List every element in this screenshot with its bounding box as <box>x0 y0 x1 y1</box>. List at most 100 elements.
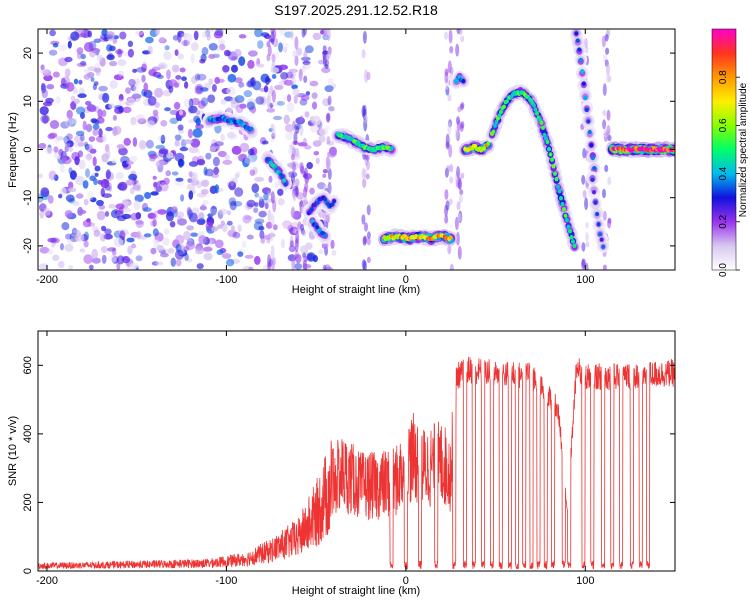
noise-speck <box>61 222 69 230</box>
noise-speck <box>52 254 59 261</box>
noise-speck <box>221 134 226 141</box>
noise-speck <box>84 241 89 248</box>
noise-speck <box>164 107 171 111</box>
noise-streak <box>300 166 304 173</box>
noise-speck <box>89 108 97 112</box>
noise-speck <box>114 105 122 109</box>
snr-y-tick-label: 200 <box>22 493 34 511</box>
noise-streak <box>585 232 589 242</box>
noise-speck <box>108 103 115 108</box>
noise-speck <box>202 200 209 206</box>
noise-speck <box>277 189 283 196</box>
noise-speck <box>67 239 75 244</box>
noise-speck <box>309 188 315 195</box>
noise-speck <box>205 153 211 160</box>
noise-speck <box>158 150 168 158</box>
noise-speck <box>135 31 143 36</box>
spectrogram-x-axis-title: Height of straight line (km) <box>292 284 420 296</box>
noise-speck <box>89 136 96 142</box>
noise-streak <box>295 238 299 252</box>
noise-streak <box>458 213 462 222</box>
noise-speck <box>181 40 190 46</box>
noise-speck <box>219 208 227 214</box>
noise-speck <box>217 250 224 256</box>
noise-speck <box>139 140 146 150</box>
noise-streak <box>602 119 606 129</box>
noise-speck <box>328 78 333 85</box>
noise-speck <box>152 239 160 243</box>
noise-streak <box>362 49 366 58</box>
noise-speck <box>301 95 310 101</box>
snr-y-tick-label: 400 <box>22 425 34 443</box>
noise-speck <box>228 74 237 83</box>
noise-speck <box>247 235 254 240</box>
noise-speck <box>117 144 125 149</box>
noise-streak <box>272 257 276 265</box>
noise-speck <box>97 211 106 220</box>
noise-speck <box>109 61 117 66</box>
noise-speck <box>201 189 209 195</box>
snr-x-axis-title: Height of straight line (km) <box>292 585 420 597</box>
noise-speck <box>280 72 288 80</box>
noise-streak <box>270 231 274 242</box>
noise-speck <box>83 220 92 227</box>
noise-speck <box>135 114 145 122</box>
noise-speck <box>170 221 176 227</box>
track-point <box>600 238 604 242</box>
noise-speck <box>53 72 60 78</box>
noise-speck <box>313 140 322 147</box>
noise-speck <box>80 61 86 66</box>
noise-speck <box>153 228 159 236</box>
noise-speck <box>253 207 258 213</box>
track-point <box>553 172 557 176</box>
noise-speck <box>94 230 101 237</box>
noise-speck <box>85 168 90 177</box>
noise-speck <box>242 241 247 249</box>
noise-streak <box>602 110 606 117</box>
track-point <box>561 202 565 206</box>
noise-speck <box>103 134 107 142</box>
noise-speck <box>152 219 156 227</box>
noise-speck <box>211 226 218 231</box>
noise-streak <box>267 262 271 271</box>
noise-speck <box>230 178 234 187</box>
noise-speck <box>207 94 215 103</box>
noise-speck <box>198 218 205 224</box>
snr-panel: -200 -100 0 1000200400600 Height of straigh… <box>7 331 675 597</box>
noise-speck <box>212 84 217 92</box>
spectrogram-y-axis-title: Frequency (Hz) <box>7 112 19 188</box>
noise-speck <box>230 201 237 211</box>
noise-speck <box>257 40 263 49</box>
track-point <box>601 245 605 249</box>
noise-speck <box>281 239 285 249</box>
noise-speck <box>100 233 106 241</box>
noise-speck <box>264 34 271 39</box>
noise-speck <box>153 110 159 116</box>
noise-speck <box>102 193 112 198</box>
noise-speck <box>172 65 180 73</box>
noise-speck <box>126 180 134 186</box>
noise-speck <box>202 47 209 55</box>
noise-speck <box>128 49 134 58</box>
noise-speck <box>284 115 290 125</box>
noise-speck <box>117 215 127 221</box>
noise-streak <box>606 125 610 136</box>
spectrogram-x-tick-label: -200 <box>36 274 58 286</box>
noise-speck <box>119 32 126 40</box>
noise-speck <box>313 33 322 40</box>
noise-speck <box>80 134 85 141</box>
noise-speck <box>210 146 216 152</box>
spectrogram-y-tick-label: 20 <box>22 47 34 59</box>
noise-streak <box>581 260 585 270</box>
noise-streak <box>294 95 298 104</box>
noise-speck <box>98 180 103 185</box>
noise-speck <box>245 255 254 259</box>
noise-speck <box>176 178 184 182</box>
noise-speck <box>234 49 241 57</box>
noise-speck <box>92 258 101 264</box>
noise-streak <box>303 76 307 83</box>
noise-streak <box>272 127 276 136</box>
noise-speck <box>74 79 78 85</box>
noise-speck <box>330 240 334 249</box>
noise-streak <box>608 135 612 141</box>
